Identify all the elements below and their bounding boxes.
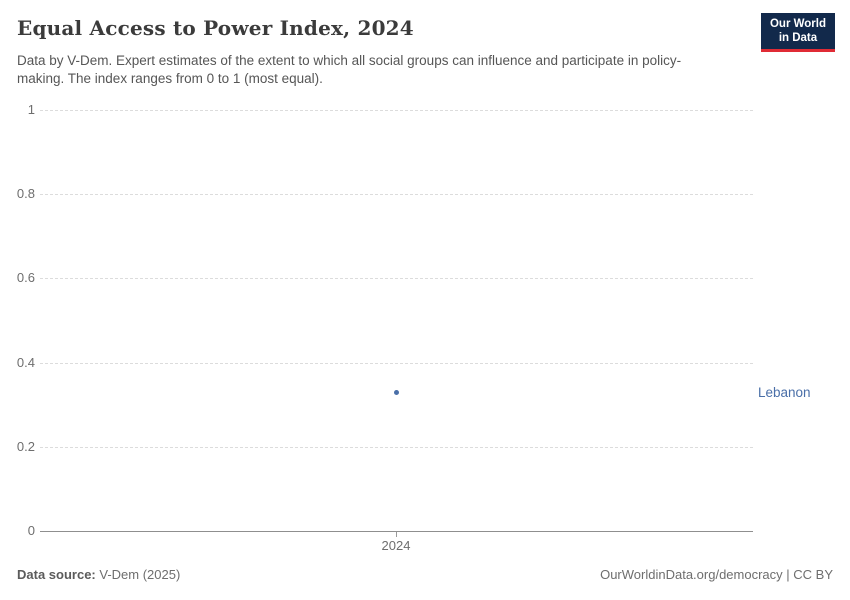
y-tick-label: 0.6 bbox=[16, 270, 35, 286]
y-tick-label: 0.4 bbox=[16, 354, 35, 370]
chart-subtitle: Data by V-Dem. Expert estimates of the e… bbox=[17, 53, 682, 86]
data-point-lebanon[interactable] bbox=[393, 389, 399, 395]
owid-logo[interactable]: Our World in Data bbox=[760, 13, 835, 52]
gridline bbox=[40, 278, 753, 280]
gridline bbox=[40, 194, 753, 196]
chart-footer: Data source: V-Dem (2025) OurWorldinData… bbox=[17, 567, 833, 582]
x-tick-label: 2024 bbox=[381, 538, 411, 553]
y-tick-label: 0.2 bbox=[16, 438, 35, 454]
data-source-label: Data source: bbox=[17, 567, 96, 582]
page-title: Equal Access to Power Index, 2024 bbox=[17, 16, 414, 40]
x-tick-mark bbox=[396, 532, 397, 537]
gridline bbox=[40, 446, 753, 448]
credit-line: OurWorldinData.org/democracy | CC BY bbox=[600, 567, 833, 582]
y-tick-label: 1 bbox=[27, 102, 35, 117]
x-axis-line bbox=[40, 531, 753, 532]
entity-label-lebanon[interactable]: Lebanon bbox=[758, 385, 811, 401]
credit-license[interactable]: CC BY bbox=[793, 567, 833, 582]
gridline bbox=[40, 110, 753, 111]
owid-logo-line2: in Data bbox=[778, 31, 818, 44]
y-tick-label: 0.8 bbox=[16, 186, 35, 202]
y-tick-label: 0 bbox=[27, 523, 35, 538]
data-source-value: V-Dem (2025) bbox=[99, 567, 181, 582]
credit-separator: | bbox=[782, 567, 794, 582]
gridline bbox=[40, 362, 753, 364]
owid-logo-line1: Our World bbox=[769, 18, 826, 30]
data-source: Data source: V-Dem (2025) bbox=[17, 567, 180, 582]
credit-url[interactable]: OurWorldinData.org/democracy bbox=[600, 567, 783, 582]
